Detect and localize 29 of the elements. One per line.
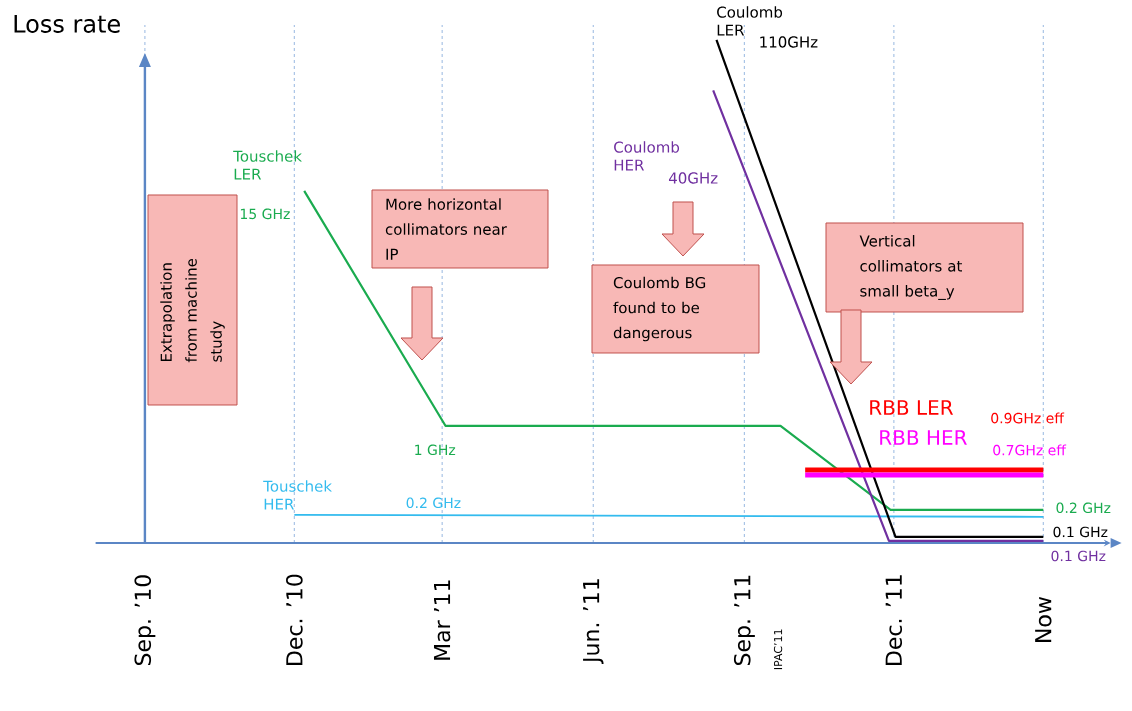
annotation: More horizontal collimators near IP <box>385 198 507 260</box>
annotation: 0.9GHz eff <box>991 412 1065 424</box>
annotation: 1 GHz <box>415 444 456 456</box>
x-tick-label: Dec. ’11 <box>885 575 903 665</box>
text: RBB LER <box>870 400 954 415</box>
x-tick-label: Sep. ’10 <box>134 575 156 666</box>
text: IPAC’11 <box>773 629 783 670</box>
x-tick-label: Now <box>1035 597 1052 642</box>
annotation: 40GHz <box>668 172 718 184</box>
annotation: 110GHz <box>760 36 818 48</box>
annotation: 0.2 GHz <box>406 497 461 509</box>
annotation: 15 GHz <box>240 208 290 220</box>
annotation: Coulomb BG found to be dangerous <box>613 276 706 342</box>
annotation: 0.7GHz eff <box>993 444 1067 456</box>
x-tick-label: Dec. ’10 <box>286 574 303 665</box>
annotation: 0.2 GHz <box>1056 502 1111 514</box>
text: Coulomb HER <box>614 141 680 171</box>
x-tick-label: Sep. ’11 <box>733 575 755 666</box>
y-axis-title: Loss rate <box>14 15 120 33</box>
series-label: Coulomb LER <box>717 6 783 36</box>
x-tick-label: Jun. ’11 <box>583 579 604 665</box>
annotation: 0.1 GHz <box>1051 550 1106 562</box>
annotation: Vertical collimators at small beta_y <box>859 235 962 300</box>
annotation: Extrapolation from machine study <box>160 258 225 363</box>
series-label: Touschek LER <box>233 150 302 180</box>
series-label: Touschek HER <box>263 480 332 510</box>
x-tick-label: Mar ’11 <box>433 580 451 660</box>
annotation: 0.1 GHz <box>1053 526 1108 538</box>
series-label: RBB HER <box>880 430 967 445</box>
